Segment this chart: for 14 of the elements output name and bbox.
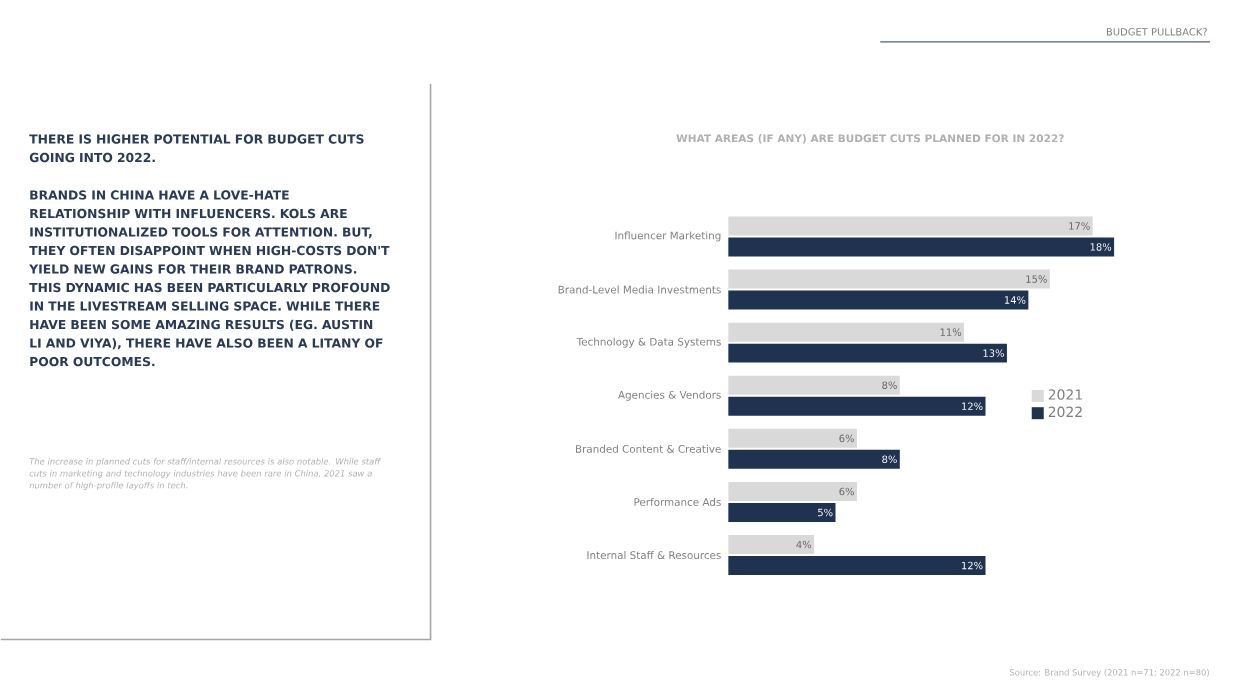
bar xyxy=(728,269,1050,289)
bar xyxy=(728,322,965,342)
bar xyxy=(728,535,815,555)
bar xyxy=(728,482,857,502)
bar xyxy=(728,237,1115,257)
bar xyxy=(728,343,1007,363)
bar xyxy=(728,556,986,576)
bar xyxy=(728,290,1029,310)
bar xyxy=(728,375,900,395)
bar xyxy=(728,429,857,449)
bar xyxy=(728,216,1093,236)
bar xyxy=(728,450,900,470)
bar xyxy=(728,396,986,416)
bar xyxy=(728,503,836,523)
